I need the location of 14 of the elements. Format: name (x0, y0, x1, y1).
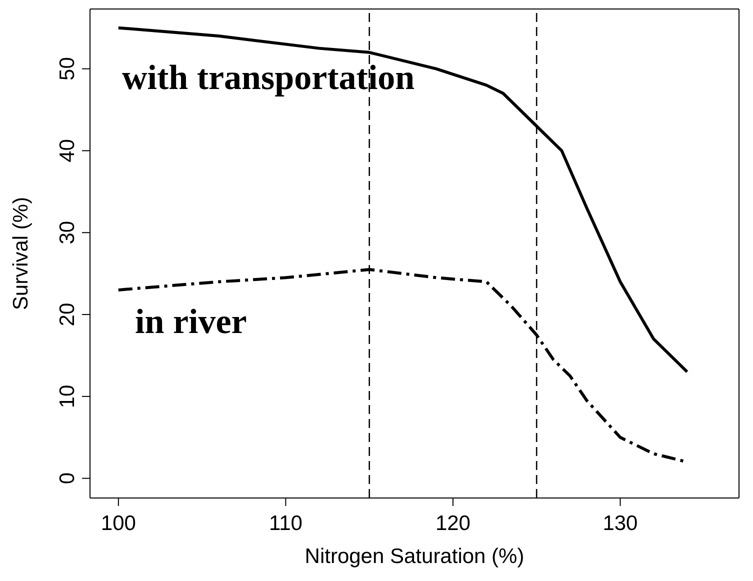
y-axis-title: Survival (%) (9, 196, 32, 310)
annotation: with transportation (122, 58, 415, 97)
y-tick-label: 0 (56, 472, 79, 484)
x-tick-label: 130 (602, 512, 638, 535)
y-tick-label: 30 (56, 220, 79, 244)
annotation: in river (135, 302, 247, 341)
x-tick-label: 120 (435, 512, 470, 535)
x-tick-label: 110 (268, 512, 302, 535)
x-axis-title: Nitrogen Saturation (%) (304, 545, 524, 568)
y-tick-label: 40 (56, 139, 79, 162)
x-tick-label: 100 (100, 512, 136, 535)
y-tick-label: 10 (56, 384, 79, 408)
y-tick-label: 20 (56, 302, 79, 326)
y-tick-label: 50 (56, 57, 79, 80)
